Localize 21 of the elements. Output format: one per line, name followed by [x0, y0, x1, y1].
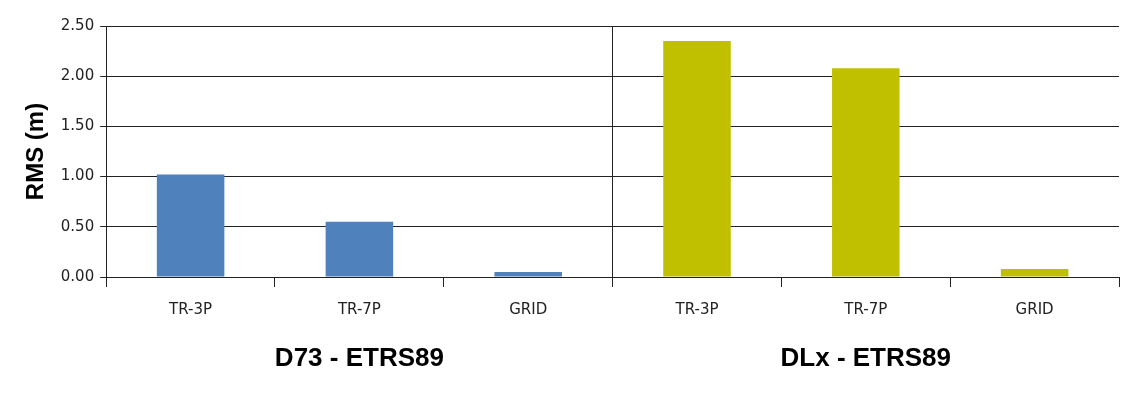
- y-tick-label: 0.00: [60, 266, 95, 285]
- y-tick-label: 1.00: [60, 166, 95, 185]
- bar: [494, 271, 562, 277]
- x-tick-label: TR-7P: [336, 299, 381, 318]
- y-tick-label: 1.50: [60, 116, 95, 135]
- x-tick-label: TR-3P: [168, 299, 213, 318]
- y-tick-label: 2.50: [60, 15, 95, 34]
- bar: [325, 221, 394, 277]
- x-tick-label: GRID: [1015, 299, 1054, 318]
- y-axis-title: RMS (m): [21, 102, 49, 201]
- bar: [1000, 268, 1069, 277]
- text: DLx - ETRS89: [780, 342, 952, 373]
- x-tick-label: GRID: [509, 299, 548, 318]
- bar: [663, 41, 731, 277]
- text: D73 - ETRS89: [274, 342, 444, 373]
- bar: [832, 68, 900, 277]
- x-tick-label: TR-7P: [843, 299, 888, 318]
- bar: [156, 174, 225, 277]
- y-tick-label: 0.50: [60, 216, 95, 235]
- x-tick-label: TR-3P: [674, 299, 719, 318]
- y-tick-label: 2.00: [60, 66, 95, 85]
